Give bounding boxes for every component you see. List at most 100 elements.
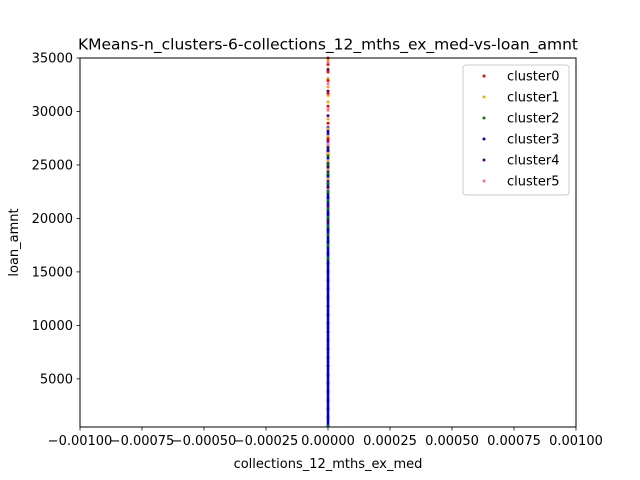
- y-tick-label: 20000: [32, 212, 73, 227]
- cluster1-point: [326, 76, 330, 80]
- x-tick-label: −0.00100: [48, 434, 113, 449]
- y-tick-label: 15000: [32, 265, 73, 280]
- cluster3-point: [326, 252, 330, 256]
- cluster3-point: [326, 338, 330, 342]
- cluster0-point: [326, 137, 330, 141]
- cluster2-legend-marker: [482, 116, 486, 120]
- plot-frame: [79, 57, 577, 428]
- cluster3-point: [326, 321, 330, 325]
- cluster1-point: [326, 117, 330, 121]
- cluster2-point: [326, 190, 330, 194]
- cluster3-point: [326, 174, 330, 178]
- cluster3-point: [326, 390, 330, 394]
- x-tick-label: 0.00075: [487, 434, 541, 449]
- cluster2-point: [326, 232, 330, 236]
- cluster2-point: [326, 207, 330, 211]
- cluster3-point: [326, 196, 330, 200]
- cluster4-point: [326, 185, 330, 189]
- x-tick-label: −0.00025: [234, 434, 299, 449]
- cluster1-legend-marker: [482, 95, 486, 99]
- x-axis-label: collections_12_mths_ex_med: [234, 457, 423, 472]
- x-tick-label: 0.00050: [425, 434, 479, 449]
- y-tick-label: 25000: [32, 158, 73, 173]
- cluster3-point: [326, 240, 330, 244]
- x-tick-label: 0.00025: [363, 434, 417, 449]
- cluster0-point: [326, 91, 330, 95]
- cluster0-legend-marker: [482, 74, 486, 78]
- cluster0-point: [326, 62, 330, 66]
- cluster3-point: [326, 270, 330, 274]
- x-axis-ticks: −0.00100−0.00075−0.00050−0.00025 0.00000 0…: [48, 427, 603, 449]
- cluster0-legend-label: cluster0: [507, 70, 559, 85]
- cluster2-point: [326, 215, 330, 219]
- cluster3-point: [326, 278, 330, 282]
- chart-title: KMeans-n_clusters-6-collections_12_mths_…: [78, 36, 578, 55]
- cluster2-point: [326, 224, 330, 228]
- x-tick-label: 0.00000: [301, 434, 355, 449]
- cluster4-point: [326, 114, 330, 118]
- cluster1-point: [326, 167, 330, 171]
- cluster1-point: [326, 127, 330, 131]
- cluster1-legend-label: cluster1: [507, 91, 559, 106]
- cluster2-point: [326, 172, 330, 176]
- cluster5-point: [326, 82, 330, 86]
- y-tick-label: 10000: [32, 319, 73, 334]
- legend-box: [462, 64, 570, 196]
- cluster3-legend-label: cluster3: [507, 133, 559, 148]
- cluster3-point: [326, 355, 330, 359]
- cluster4-legend-marker: [482, 158, 486, 162]
- cluster5-legend-label: cluster5: [507, 175, 559, 190]
- cluster2-point: [326, 198, 330, 202]
- cluster5-point: [326, 107, 330, 111]
- cluster1-point: [326, 177, 330, 181]
- cluster3-point: [326, 381, 330, 385]
- cluster1-point: [326, 159, 330, 163]
- cluster2-point: [326, 243, 330, 247]
- cluster3-point: [326, 398, 330, 402]
- cluster0-point: [326, 104, 330, 108]
- cluster5-point: [326, 142, 330, 146]
- cluster1-point: [326, 85, 330, 89]
- cluster1-point: [326, 134, 330, 138]
- cluster3-point: [326, 373, 330, 377]
- cluster3-point: [326, 364, 330, 368]
- cluster4-point: [326, 204, 330, 208]
- cluster0-point: [326, 78, 330, 82]
- cluster2-point: [326, 162, 330, 166]
- cluster5-point: [326, 60, 330, 64]
- cluster2-point: [326, 181, 330, 185]
- legend: cluster0 cluster1 cluster2 cluster3 cluster4…: [462, 64, 570, 196]
- cluster3-point: [326, 287, 330, 291]
- x-tick-label: 0.00100: [549, 434, 603, 449]
- cluster4-point: [326, 89, 330, 93]
- cluster4-legend-label: cluster4: [507, 154, 559, 169]
- cluster3-point: [326, 407, 330, 411]
- cluster4-point: [326, 146, 330, 150]
- y-tick-label: 30000: [32, 105, 73, 120]
- plot-area: [326, 56, 330, 428]
- cluster3-point: [326, 296, 330, 300]
- y-tick-label: 35000: [32, 52, 73, 67]
- cluster5-legend-marker: [482, 179, 486, 183]
- cluster3-point: [326, 261, 330, 265]
- cluster2-point: [326, 256, 330, 260]
- cluster3-point: [326, 313, 330, 317]
- cluster1-point: [326, 100, 330, 104]
- cluster2-legend-label: cluster2: [507, 112, 559, 127]
- cluster3-point: [326, 212, 330, 216]
- cluster3-legend-marker: [482, 137, 486, 141]
- cluster3-point: [326, 228, 330, 232]
- cluster1-point: [326, 151, 330, 155]
- cluster3-point: [326, 149, 330, 153]
- y-axis-ticks: 5000 10000 15000 20000 25000 30000 35000: [32, 52, 80, 387]
- x-tick-label: −0.00075: [110, 434, 175, 449]
- y-tick-label: 5000: [40, 372, 73, 387]
- cluster3-point: [326, 304, 330, 308]
- cluster0-point: [326, 70, 330, 74]
- cluster1-point: [326, 58, 330, 62]
- cluster3-point: [326, 415, 330, 419]
- cluster3-point: [326, 347, 330, 351]
- cluster3-point: [326, 330, 330, 334]
- cluster2-point: [326, 153, 330, 157]
